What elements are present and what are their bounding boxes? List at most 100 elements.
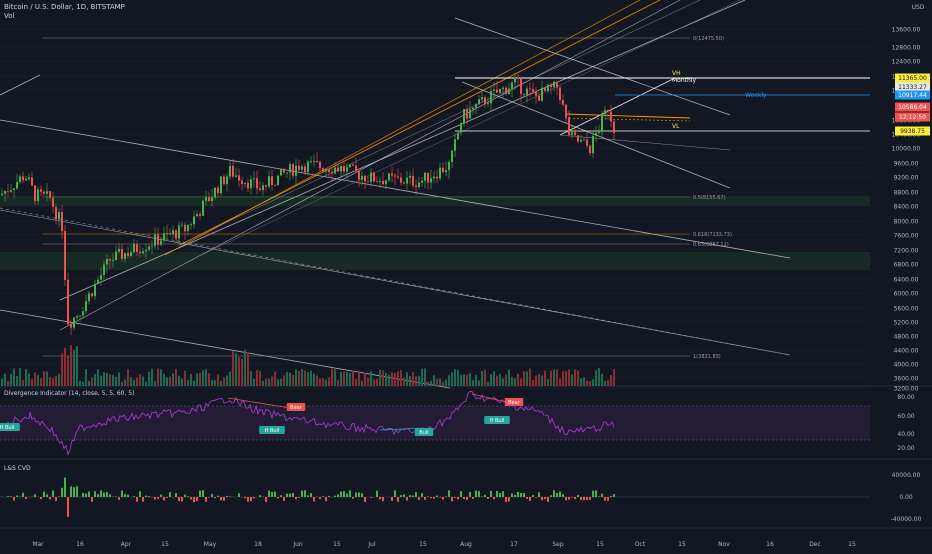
cvd-bar bbox=[22, 493, 24, 497]
cvd-bar bbox=[562, 494, 564, 497]
candle-body bbox=[442, 168, 444, 172]
volume-bar bbox=[244, 350, 246, 386]
cvd-bar bbox=[49, 497, 51, 499]
cvd-bar bbox=[469, 492, 471, 497]
candle-body bbox=[91, 293, 93, 296]
fib-level-label: 0.65(6857.12) bbox=[693, 242, 729, 248]
cvd-bar bbox=[484, 495, 486, 497]
cvd-bar bbox=[109, 494, 111, 497]
fib-short-line bbox=[565, 114, 690, 118]
volume-label[interactable]: Vol bbox=[4, 12, 14, 20]
candle-body bbox=[199, 214, 201, 216]
cvd-bar bbox=[70, 486, 72, 497]
volume-bar bbox=[379, 370, 381, 386]
candle-body bbox=[424, 173, 426, 181]
cvd-bar bbox=[478, 491, 480, 497]
candle-body bbox=[133, 244, 135, 252]
divergence-marker-label: Bear bbox=[290, 405, 303, 411]
cvd-bar bbox=[148, 496, 150, 497]
candle-body bbox=[322, 168, 324, 171]
cvd-bar bbox=[160, 495, 162, 497]
candle-body bbox=[400, 178, 402, 183]
volume-bar bbox=[445, 380, 447, 386]
cvd-bar bbox=[163, 497, 165, 500]
candle-body bbox=[514, 77, 516, 82]
candle-body bbox=[427, 173, 429, 183]
candle-body bbox=[508, 89, 510, 94]
cvd-bar bbox=[16, 495, 18, 497]
volume-bar bbox=[526, 372, 528, 386]
candle-body bbox=[25, 179, 27, 180]
volume-bar bbox=[283, 375, 285, 386]
volume-bar bbox=[187, 380, 189, 386]
volume-bar bbox=[382, 370, 384, 386]
candle-body bbox=[67, 280, 69, 324]
volume-bar bbox=[541, 375, 543, 386]
cvd-bar bbox=[199, 491, 201, 497]
x-axis-label: 18 bbox=[254, 541, 262, 548]
candle-body bbox=[562, 100, 564, 105]
candle-body bbox=[484, 97, 486, 104]
currency-label: USD bbox=[912, 4, 925, 11]
cvd-bar bbox=[364, 497, 366, 502]
volume-bar bbox=[49, 377, 51, 386]
volume-bar bbox=[385, 373, 387, 386]
support-zone-band bbox=[0, 196, 870, 206]
volume-bar bbox=[496, 376, 498, 386]
cvd-bar bbox=[601, 494, 603, 497]
cvd-bar bbox=[475, 491, 477, 497]
volume-bar bbox=[361, 381, 363, 386]
cvd-bar bbox=[238, 493, 240, 497]
cvd-bar bbox=[391, 497, 393, 501]
cvd-bar bbox=[577, 495, 579, 497]
candle-body bbox=[589, 146, 591, 153]
candle-body bbox=[40, 189, 42, 191]
volume-bar bbox=[514, 378, 516, 386]
volume-bar bbox=[10, 374, 12, 386]
cvd-bar bbox=[589, 497, 591, 500]
candle-body bbox=[478, 99, 480, 104]
candle-body bbox=[271, 176, 273, 185]
x-axis-label: 15 bbox=[848, 541, 856, 548]
volume-bar bbox=[301, 369, 303, 386]
candle-body bbox=[217, 188, 219, 193]
cvd-bar bbox=[433, 497, 435, 499]
price-tick-label: 4000.00 bbox=[894, 362, 919, 369]
volume-bar bbox=[22, 380, 24, 386]
x-axis-label: 15 bbox=[678, 541, 686, 548]
volume-bar bbox=[565, 371, 567, 386]
volume-bar bbox=[166, 377, 168, 386]
cvd-bar bbox=[409, 495, 411, 497]
volume-bar bbox=[100, 376, 102, 386]
cvd-bar bbox=[97, 494, 99, 497]
candle-body bbox=[226, 177, 228, 185]
volume-bar bbox=[544, 371, 546, 386]
volume-bar bbox=[298, 371, 300, 386]
candle-body bbox=[391, 174, 393, 176]
volume-bar bbox=[91, 378, 93, 386]
volume-bar bbox=[523, 371, 525, 386]
volume-bar bbox=[16, 376, 18, 386]
candle-body bbox=[127, 253, 129, 256]
cvd-bar bbox=[166, 497, 168, 498]
cvd-bar bbox=[604, 497, 606, 501]
volume-bar bbox=[148, 372, 150, 386]
candle-body bbox=[358, 171, 360, 180]
symbol-title[interactable]: Bitcoin / U.S. Dollar, 1D, BITSTAMP bbox=[4, 3, 125, 11]
volume-bar bbox=[256, 370, 258, 386]
candle-body bbox=[58, 212, 60, 219]
candle-body bbox=[388, 174, 390, 181]
x-axis-label: Mar bbox=[32, 541, 44, 548]
volume-bar bbox=[67, 356, 69, 386]
volume-bar bbox=[58, 374, 60, 386]
candle-body bbox=[49, 191, 51, 198]
candle-body bbox=[268, 176, 270, 186]
cvd-bar bbox=[550, 495, 552, 497]
candle-body bbox=[10, 190, 12, 192]
volume-bar bbox=[343, 371, 345, 386]
cvd-bar bbox=[586, 497, 588, 500]
cvd-bar bbox=[568, 497, 570, 500]
candle-body bbox=[250, 179, 252, 188]
candle-body bbox=[112, 260, 114, 261]
candle-body bbox=[97, 280, 99, 284]
